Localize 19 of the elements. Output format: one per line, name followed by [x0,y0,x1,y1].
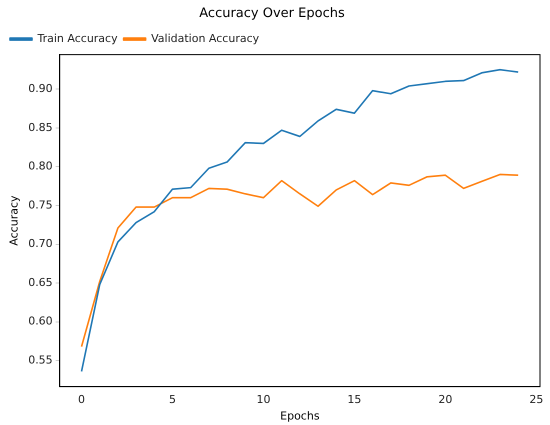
chart-title: Accuracy Over Epochs [199,6,345,22]
x-tick-label: 15 [347,393,362,406]
y-tick-label: 0.65 [28,276,53,289]
x-tick-label: 10 [256,393,270,406]
y-tick-label: 0.85 [28,120,53,134]
x-tick-label: 20 [438,393,452,406]
x-tick-label: 0 [78,393,86,406]
y-tick-label: 0.70 [28,237,53,250]
y-tick-label: 0.80 [28,160,53,173]
y-axis-title: Accuracy [7,195,20,246]
y-tick-label: 0.75 [28,198,53,212]
x-axis-title: Epochs [280,409,320,422]
legend-label: Train Accuracy [36,32,118,45]
x-tick-label: 5 [168,393,176,406]
y-tick-label: 0.90 [28,82,53,95]
x-tick-label: 25 [529,393,544,406]
legend-label: Validation Accuracy [151,32,260,45]
y-tick-label: 0.60 [28,314,53,328]
y-tick-label: 0.55 [28,353,53,366]
